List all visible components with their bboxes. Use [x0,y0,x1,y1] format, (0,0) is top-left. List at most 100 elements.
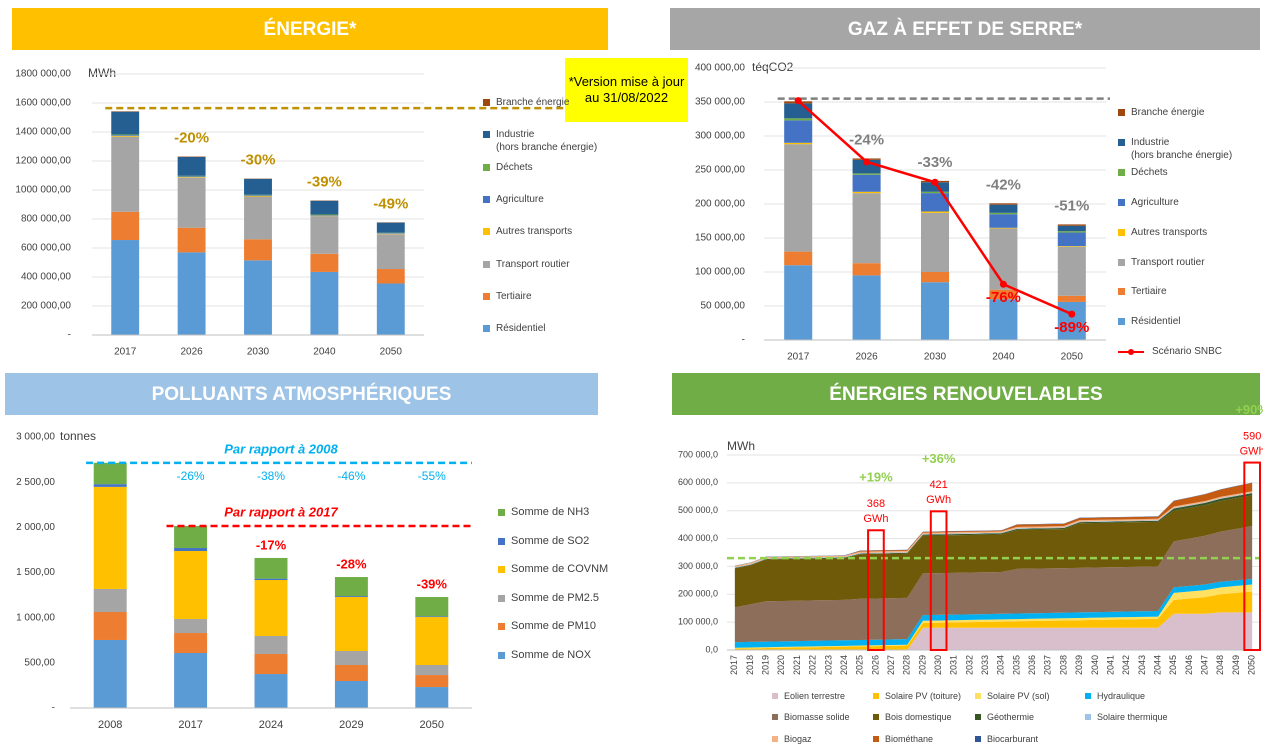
legend-swatch [1118,198,1125,206]
bar-segment [93,486,127,589]
legend-label: Résidentiel [496,323,546,335]
bar-segment [415,675,449,688]
change-label: -17% [256,537,287,552]
bar-segment [111,211,140,241]
bar-segment [989,204,1018,213]
x-tick-label: 2041 [1105,655,1115,675]
bar-segment [334,596,368,597]
y-tick-label: 200 000,0 [678,589,718,599]
legend-item: Scénario SNBC [1118,345,1222,358]
legend-item: Biométhane [873,733,933,746]
legend-swatch [772,693,778,699]
version-note: *Version mise à jour au 31/08/2022 [565,58,688,122]
x-tick-label: 2018 [745,655,755,675]
x-tick-label: 2017 [178,719,202,731]
bar-segment [244,195,272,197]
legend-swatch [1118,228,1125,236]
line-point [931,178,939,186]
legend-item: Agriculture [483,193,544,206]
legend-item: Géothermie [975,711,1034,724]
y-axis-unit: MWh [727,439,755,453]
y-tick-label: 200 000,00 [21,301,71,312]
x-tick-label: 2050 [1247,655,1257,675]
bar-segment [310,200,339,215]
legend-item: Somme de PM2.5 [498,592,599,605]
legend-label: Somme de COVNM [511,563,609,575]
bar-segment [177,176,206,178]
bar-segment [310,253,339,272]
legend-item: Somme de COVNM [498,563,608,576]
legend-swatch [772,736,778,742]
legend-label: Somme de PM10 [511,620,596,632]
y-axis-unit: MWh [88,66,116,80]
y-tick-label: 2 500,00 [16,477,55,488]
legend-label: Eolien terrestre [784,691,846,701]
change-label: -76% [986,289,1021,306]
x-tick-label: 2040 [992,352,1015,363]
y-tick-label: 1200 000,00 [15,156,71,167]
bar-segment [989,214,1018,228]
legend-item: Tertiaire [1118,285,1167,298]
legend-label: Somme de PM2.5 [511,591,600,604]
y-tick-label: 400 000,00 [695,63,745,74]
bar-segment [177,177,206,228]
bar-segment [174,548,208,552]
change-label: -39% [417,576,448,591]
bar-segment [244,178,272,195]
y-tick-label: 2 000,00 [16,522,55,533]
bar-segment [1057,246,1086,296]
bar-segment [254,636,288,654]
bar-segment [177,175,206,177]
x-tick-label: 2031 [949,655,959,675]
y-tick-label: 200 000,00 [695,199,745,210]
bar-segment [334,577,368,597]
bar-segment [310,214,339,216]
x-tick-label: 2028 [902,655,912,675]
bar-segment [111,136,140,212]
legend-swatch [498,509,505,516]
y-tick-label: - [52,703,55,714]
legend-label: Biogaz [784,734,812,744]
legend-item: Biocarburant [975,733,1038,746]
legend-label: Transport routier [496,258,570,270]
bar-segment [310,271,339,335]
bar-segment [244,196,272,240]
area [734,612,1253,650]
legend-label: Agriculture [1131,196,1179,208]
x-tick-label: 2029 [917,655,927,675]
y-tick-label: - [742,335,745,346]
bar-segment [989,299,1018,340]
line-point [1068,310,1076,318]
area [734,591,1253,650]
y-tick-label: 1000 000,00 [15,185,71,196]
legend-item: Résidentiel [483,322,545,335]
x-tick-label: 2026 [180,347,203,358]
y-tick-label: 600 000,00 [21,243,71,254]
legend-item: Autres transports [483,225,572,238]
bar-segment [244,239,272,261]
change-label: -42% [986,176,1021,193]
bar-segment [852,193,881,264]
bar-segment [989,289,1018,300]
y-tick-label: 1600 000,00 [15,98,71,109]
x-tick-label: 2047 [1200,655,1210,675]
bar-segment [334,680,368,708]
bar-segment [920,182,950,192]
bar-segment [415,596,449,617]
legend-swatch [1118,109,1125,116]
line-point [999,280,1007,288]
legend-label: Biométhane [885,734,934,744]
bar-segment [376,234,405,270]
reference-label: Par rapport à 2017 [224,504,338,519]
bar-segment [244,195,272,196]
bar-segment [376,222,405,233]
bar-segment [93,462,127,485]
legend-label: Somme de NH3 [511,506,590,518]
x-tick-label: 2042 [1121,655,1131,675]
legend-swatch [483,325,490,333]
y-tick-label: 1 000,00 [16,612,55,623]
highlight-box [1243,461,1261,652]
legend-swatch [1118,138,1125,146]
